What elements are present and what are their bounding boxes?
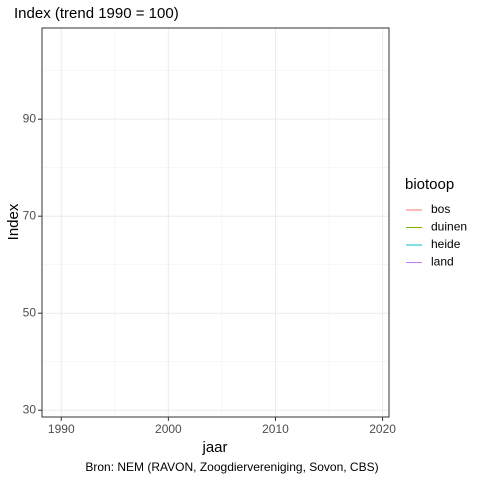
x-tick-label: 2020 bbox=[369, 422, 396, 436]
x-axis-label: jaar bbox=[201, 439, 227, 456]
legend-label: duinen bbox=[431, 220, 467, 234]
y-axis-label: Index bbox=[5, 203, 22, 240]
legend-label: land bbox=[431, 255, 454, 269]
legend-label: heide bbox=[431, 237, 461, 251]
legend-title: biotoop bbox=[405, 176, 454, 193]
caption: Bron: NEM (RAVON, Zoogdiervereniging, So… bbox=[85, 460, 378, 474]
x-tick-label: 2000 bbox=[155, 422, 182, 436]
x-tick-label: 2010 bbox=[262, 422, 289, 436]
y-tick-label: 70 bbox=[23, 208, 37, 222]
chart-title: Index (trend 1990 = 100) bbox=[14, 5, 179, 22]
y-tick-label: 50 bbox=[23, 305, 37, 319]
legend-label: bos bbox=[431, 202, 450, 216]
y-tick-label: 30 bbox=[23, 402, 37, 416]
y-tick-label: 90 bbox=[23, 111, 37, 125]
x-tick-label: 1990 bbox=[48, 422, 75, 436]
plot-border bbox=[41, 27, 390, 418]
